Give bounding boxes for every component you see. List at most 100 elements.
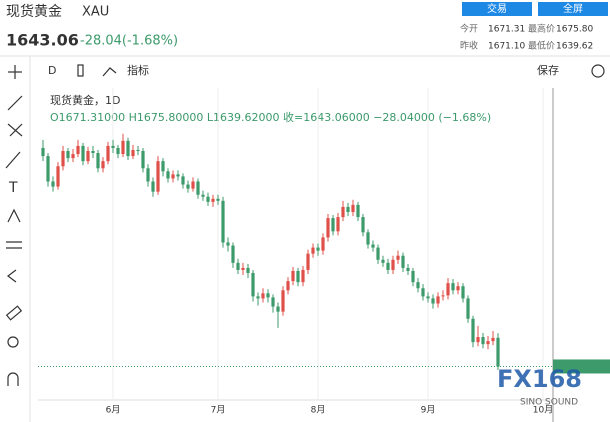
candle-body bbox=[141, 151, 145, 169]
candle-body bbox=[471, 318, 475, 343]
stat-value: 1671.31 bbox=[488, 25, 525, 35]
candle-body bbox=[311, 247, 315, 254]
trade-button[interactable] bbox=[462, 2, 532, 16]
x-tick-label: 8月 bbox=[311, 405, 326, 416]
candle-body bbox=[371, 244, 375, 248]
candle-body bbox=[491, 337, 495, 342]
candle-body bbox=[271, 297, 275, 307]
candle-body bbox=[366, 232, 370, 245]
stat-label: 今开 bbox=[460, 23, 478, 35]
candle-body bbox=[101, 161, 105, 169]
candle-body bbox=[246, 267, 250, 273]
fullscreen-button[interactable] bbox=[538, 2, 608, 16]
candle-body bbox=[166, 171, 170, 179]
candle-body bbox=[241, 267, 245, 270]
indicators[interactable]: 指标 bbox=[127, 63, 149, 77]
watermark: FX168 bbox=[497, 365, 582, 393]
candle-body bbox=[401, 255, 405, 268]
candle-body bbox=[51, 181, 55, 187]
x-tick-label: 6月 bbox=[106, 405, 121, 416]
candle-body bbox=[351, 204, 355, 212]
candle-body bbox=[86, 151, 90, 162]
candle-body bbox=[441, 295, 445, 297]
candle-body bbox=[466, 298, 470, 319]
candle-body bbox=[456, 286, 460, 291]
stat-label: 最低价 bbox=[528, 40, 555, 52]
interval[interactable]: D bbox=[48, 64, 56, 77]
candle-body bbox=[156, 161, 160, 192]
watermark-sub: SINO SOUND bbox=[520, 398, 578, 408]
x-tick-label: 9月 bbox=[421, 405, 436, 416]
candle-body bbox=[461, 286, 465, 299]
candle-body bbox=[41, 147, 45, 157]
candle-body bbox=[81, 145, 85, 162]
symbol-name: 现货黄金 bbox=[6, 3, 62, 20]
candle-body bbox=[151, 181, 155, 192]
candle-body bbox=[381, 259, 385, 263]
candle-body bbox=[496, 337, 500, 367]
candle-body bbox=[486, 341, 490, 345]
candle-body bbox=[146, 168, 150, 182]
candle-body bbox=[181, 176, 185, 185]
candle-body bbox=[216, 198, 220, 201]
candle-body bbox=[126, 140, 130, 157]
candle-body bbox=[296, 270, 300, 283]
candle-body bbox=[171, 174, 175, 179]
candle-body bbox=[131, 149, 135, 157]
candle-body bbox=[236, 262, 240, 270]
candle-body bbox=[361, 217, 365, 233]
candle-body bbox=[431, 298, 435, 304]
candle-body bbox=[476, 337, 480, 343]
stat-value: 1671.10 bbox=[488, 42, 525, 52]
candle-body bbox=[56, 166, 60, 187]
candle-body bbox=[46, 156, 50, 182]
last-price-tag bbox=[553, 359, 610, 374]
candle-body bbox=[66, 151, 70, 159]
candle-body bbox=[91, 151, 95, 154]
chart-title: 现货黄金，1D bbox=[50, 93, 120, 107]
candle-body bbox=[281, 290, 285, 312]
candle-body bbox=[391, 259, 395, 270]
candle-body bbox=[106, 145, 110, 162]
candle-body bbox=[71, 154, 75, 159]
candle-body bbox=[386, 262, 390, 270]
candle-body bbox=[121, 140, 125, 155]
candle-body bbox=[116, 147, 120, 155]
change: -28.04(-1.68%) bbox=[80, 34, 178, 49]
candle-body bbox=[96, 153, 100, 169]
candle-body bbox=[426, 296, 430, 299]
candle-body bbox=[211, 198, 215, 202]
save[interactable]: 保存 bbox=[537, 63, 559, 77]
candle-body bbox=[446, 283, 450, 296]
candle-body bbox=[316, 247, 320, 251]
candle-body bbox=[191, 181, 195, 189]
svg-text:T: T bbox=[8, 180, 18, 196]
trade-button-label[interactable]: 交易 bbox=[487, 2, 507, 15]
candle-body bbox=[221, 200, 225, 243]
candle-body bbox=[231, 245, 235, 263]
candle-body bbox=[251, 273, 255, 297]
ohlc-legend: O1671.31000 H1675.80000 L1639.62000 收=16… bbox=[50, 110, 491, 124]
candle-body bbox=[336, 217, 340, 232]
candle-body bbox=[436, 296, 440, 304]
candle-body bbox=[306, 253, 310, 270]
candle-body bbox=[161, 161, 165, 172]
candle-body bbox=[266, 293, 270, 298]
candle-body bbox=[76, 145, 80, 155]
candle-body bbox=[136, 149, 140, 151]
candle-body bbox=[341, 206, 345, 218]
stat-value: 1675.80 bbox=[556, 25, 593, 35]
fullscreen-button-label[interactable]: 全屏 bbox=[563, 2, 583, 15]
candle-body bbox=[256, 296, 260, 299]
candle-body bbox=[451, 283, 455, 291]
price: 1643.06 bbox=[6, 31, 79, 50]
x-tick-label: 7月 bbox=[211, 405, 226, 416]
candle-body bbox=[421, 288, 425, 297]
candle-body bbox=[61, 151, 65, 167]
candle-body bbox=[186, 184, 190, 189]
candle-body bbox=[201, 194, 205, 197]
symbol-code: XAU bbox=[82, 5, 109, 20]
stat-label: 昨收 bbox=[460, 40, 478, 52]
candle-body bbox=[226, 242, 230, 246]
